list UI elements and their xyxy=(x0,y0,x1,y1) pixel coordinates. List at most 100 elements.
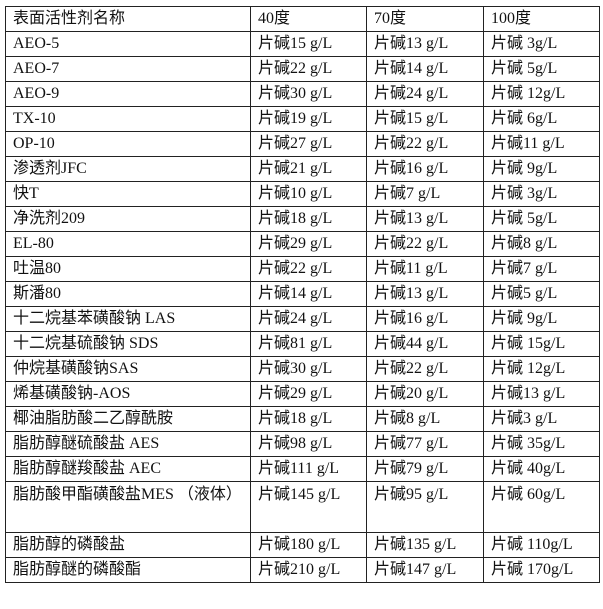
cell-70: 片碱22 g/L xyxy=(366,131,484,157)
cell-100: 片碱13 g/L xyxy=(483,381,600,407)
cell-100: 片碱 60g/L xyxy=(483,481,600,533)
cell-surfactant-name: AEO-7 xyxy=(5,56,251,82)
cell-40: 片碱10 g/L xyxy=(250,181,367,207)
cell-40: 片碱30 g/L xyxy=(250,81,367,107)
cell-70: 片碱77 g/L xyxy=(366,431,484,457)
cell-40: 片碱21 g/L xyxy=(250,156,367,182)
cell-40: 片碱22 g/L xyxy=(250,256,367,282)
table-row: 脂肪酸甲酯磺酸盐MES （液体） 片碱145 g/L 片碱95 g/L 片碱 60g/… xyxy=(5,481,600,533)
cell-70: 片碱95 g/L xyxy=(366,481,484,533)
cell-surfactant-name: 吐温80 xyxy=(5,256,251,282)
table-row: 十二烷基硫酸钠 SDS 片碱81 g/L 片碱44 g/L 片碱 15g/L xyxy=(5,331,600,357)
surfactant-alkali-table: 表面活性剂名称 40度 70度 100度 AEO-5 片碱15 g/L 片碱13 g… xyxy=(5,6,600,583)
table-row: 渗透剂JFC 片碱21 g/L 片碱16 g/L 片碱 9g/L xyxy=(5,156,600,182)
cell-surfactant-name: 脂肪酸甲酯磺酸盐MES （液体） xyxy=(5,481,251,533)
cell-surfactant-name: AEO-9 xyxy=(5,81,251,107)
header-70: 70度 xyxy=(366,6,484,32)
cell-surfactant-name: 脂肪醇醚羧酸盐 AEC xyxy=(5,456,251,482)
table-row: 烯基磺酸钠-AOS 片碱29 g/L 片碱20 g/L 片碱13 g/L xyxy=(5,381,600,407)
table-row: TX-10 片碱19 g/L 片碱15 g/L 片碱 6g/L xyxy=(5,106,600,132)
cell-surfactant-name: 烯基磺酸钠-AOS xyxy=(5,381,251,407)
cell-70: 片碱13 g/L xyxy=(366,206,484,232)
table-row: 快T 片碱10 g/L 片碱7 g/L 片碱 3g/L xyxy=(5,181,600,207)
cell-100: 片碱 40g/L xyxy=(483,456,600,482)
cell-70: 片碱13 g/L xyxy=(366,281,484,307)
cell-100: 片碱3 g/L xyxy=(483,406,600,432)
table-row: AEO-7 片碱22 g/L 片碱14 g/L 片碱 5g/L xyxy=(5,56,600,82)
cell-surfactant-name: 椰油脂肪酸二乙醇酰胺 xyxy=(5,406,251,432)
cell-40: 片碱27 g/L xyxy=(250,131,367,157)
table-row: 脂肪醇醚的磷酸酯 片碱210 g/L 片碱147 g/L 片碱 170g/L xyxy=(5,557,600,583)
cell-100: 片碱5 g/L xyxy=(483,281,600,307)
cell-70: 片碱135 g/L xyxy=(366,532,484,558)
cell-40: 片碱81 g/L xyxy=(250,331,367,357)
cell-100: 片碱 6g/L xyxy=(483,106,600,132)
cell-surfactant-name: 脂肪醇的磷酸盐 xyxy=(5,532,251,558)
cell-surfactant-name: OP-10 xyxy=(5,131,251,157)
table-row: 斯潘80 片碱14 g/L 片碱13 g/L 片碱5 g/L xyxy=(5,281,600,307)
cell-70: 片碱7 g/L xyxy=(366,181,484,207)
cell-70: 片碱20 g/L xyxy=(366,381,484,407)
cell-70: 片碱13 g/L xyxy=(366,31,484,57)
cell-100: 片碱 170g/L xyxy=(483,557,600,583)
cell-100: 片碱 5g/L xyxy=(483,206,600,232)
cell-40: 片碱111 g/L xyxy=(250,456,367,482)
cell-40: 片碱14 g/L xyxy=(250,281,367,307)
cell-40: 片碱180 g/L xyxy=(250,532,367,558)
cell-surfactant-name: 斯潘80 xyxy=(5,281,251,307)
cell-40: 片碱24 g/L xyxy=(250,306,367,332)
cell-70: 片碱24 g/L xyxy=(366,81,484,107)
cell-70: 片碱15 g/L xyxy=(366,106,484,132)
cell-surfactant-name: 脂肪醇醚的磷酸酯 xyxy=(5,557,251,583)
table-row: AEO-5 片碱15 g/L 片碱13 g/L 片碱 3g/L xyxy=(5,31,600,57)
cell-70: 片碱147 g/L xyxy=(366,557,484,583)
cell-100: 片碱 12g/L xyxy=(483,356,600,382)
table-row: 椰油脂肪酸二乙醇酰胺 片碱18 g/L 片碱8 g/L 片碱3 g/L xyxy=(5,406,600,432)
cell-100: 片碱11 g/L xyxy=(483,131,600,157)
cell-100: 片碱 9g/L xyxy=(483,156,600,182)
cell-40: 片碱210 g/L xyxy=(250,557,367,583)
cell-100: 片碱 3g/L xyxy=(483,31,600,57)
cell-100: 片碱 9g/L xyxy=(483,306,600,332)
cell-surfactant-name: 渗透剂JFC xyxy=(5,156,251,182)
cell-40: 片碱18 g/L xyxy=(250,206,367,232)
cell-surfactant-name: AEO-5 xyxy=(5,31,251,57)
header-row: 表面活性剂名称 40度 70度 100度 xyxy=(5,6,600,32)
table-row: 净洗剂209 片碱18 g/L 片碱13 g/L 片碱 5g/L xyxy=(5,206,600,232)
cell-40: 片碱98 g/L xyxy=(250,431,367,457)
cell-100: 片碱 110g/L xyxy=(483,532,600,558)
cell-100: 片碱 35g/L xyxy=(483,431,600,457)
table-row: 脂肪醇醚硫酸盐 AES 片碱98 g/L 片碱77 g/L 片碱 35g/L xyxy=(5,431,600,457)
table-row: 十二烷基苯磺酸钠 LAS 片碱24 g/L 片碱16 g/L 片碱 9g/L xyxy=(5,306,600,332)
cell-70: 片碱16 g/L xyxy=(366,306,484,332)
cell-surfactant-name: 十二烷基苯磺酸钠 LAS xyxy=(5,306,251,332)
table-row: AEO-9 片碱30 g/L 片碱24 g/L 片碱 12g/L xyxy=(5,81,600,107)
cell-100: 片碱8 g/L xyxy=(483,231,600,257)
cell-100: 片碱 15g/L xyxy=(483,331,600,357)
table-row: OP-10 片碱27 g/L 片碱22 g/L 片碱11 g/L xyxy=(5,131,600,157)
cell-surfactant-name: 脂肪醇醚硫酸盐 AES xyxy=(5,431,251,457)
cell-surfactant-name: 净洗剂209 xyxy=(5,206,251,232)
table-row: 脂肪醇的磷酸盐 片碱180 g/L 片碱135 g/L 片碱 110g/L xyxy=(5,532,600,558)
cell-surfactant-name: TX-10 xyxy=(5,106,251,132)
cell-surfactant-name: 仲烷基磺酸钠SAS xyxy=(5,356,251,382)
cell-70: 片碱79 g/L xyxy=(366,456,484,482)
cell-100: 片碱 12g/L xyxy=(483,81,600,107)
table-row: 吐温80 片碱22 g/L 片碱11 g/L 片碱7 g/L xyxy=(5,256,600,282)
cell-40: 片碱145 g/L xyxy=(250,481,367,533)
cell-100: 片碱 3g/L xyxy=(483,181,600,207)
cell-40: 片碱30 g/L xyxy=(250,356,367,382)
cell-70: 片碱16 g/L xyxy=(366,156,484,182)
table-row: 仲烷基磺酸钠SAS 片碱30 g/L 片碱22 g/L 片碱 12g/L xyxy=(5,356,600,382)
cell-40: 片碱19 g/L xyxy=(250,106,367,132)
table-row: EL-80 片碱29 g/L 片碱22 g/L 片碱8 g/L xyxy=(5,231,600,257)
cell-40: 片碱29 g/L xyxy=(250,381,367,407)
header-name: 表面活性剂名称 xyxy=(5,6,251,32)
cell-40: 片碱18 g/L xyxy=(250,406,367,432)
cell-40: 片碱29 g/L xyxy=(250,231,367,257)
header-40: 40度 xyxy=(250,6,367,32)
cell-70: 片碱8 g/L xyxy=(366,406,484,432)
cell-70: 片碱44 g/L xyxy=(366,331,484,357)
cell-surfactant-name: EL-80 xyxy=(5,231,251,257)
cell-surfactant-name: 十二烷基硫酸钠 SDS xyxy=(5,331,251,357)
